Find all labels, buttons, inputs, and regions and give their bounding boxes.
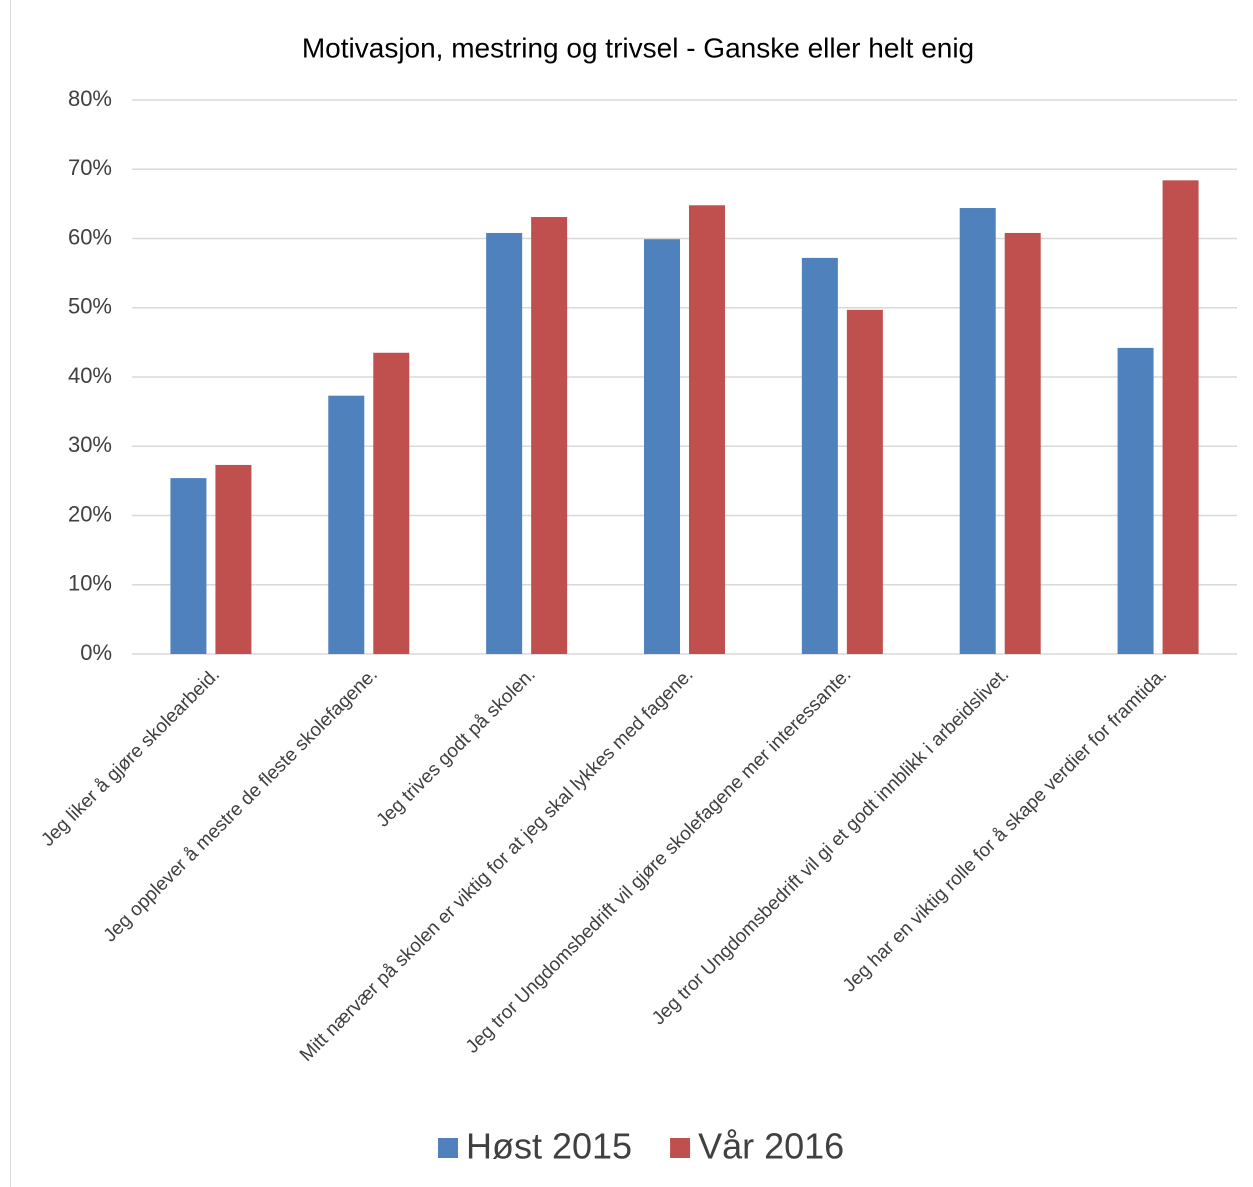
bar — [846, 309, 883, 654]
legend-label: Vår 2016 — [698, 1126, 844, 1167]
bar — [373, 352, 410, 654]
y-tick-label: 80% — [68, 86, 112, 111]
y-tick-label: 0% — [80, 640, 112, 665]
bar — [486, 232, 523, 654]
y-tick-label: 50% — [68, 294, 112, 319]
bar — [1162, 180, 1199, 654]
bar — [801, 257, 838, 654]
bar — [959, 208, 996, 654]
bar — [328, 395, 365, 654]
bar — [1004, 232, 1041, 654]
legend-swatch — [670, 1138, 691, 1158]
y-tick-label: 60% — [68, 224, 112, 249]
bar — [170, 478, 207, 654]
y-tick-label: 20% — [68, 501, 112, 526]
y-tick-label: 10% — [68, 571, 112, 596]
bar — [531, 217, 568, 654]
chart-title: Motivasjon, mestring og trivsel - Ganske… — [302, 32, 974, 63]
bar — [689, 205, 725, 654]
bar — [1117, 347, 1154, 654]
bar — [644, 239, 680, 654]
y-tick-label: 70% — [68, 155, 112, 180]
legend-swatch — [438, 1138, 458, 1158]
legend-label: Høst 2015 — [466, 1126, 632, 1167]
bar — [215, 464, 252, 654]
y-tick-label: 40% — [68, 363, 112, 388]
y-tick-label: 30% — [68, 432, 112, 457]
